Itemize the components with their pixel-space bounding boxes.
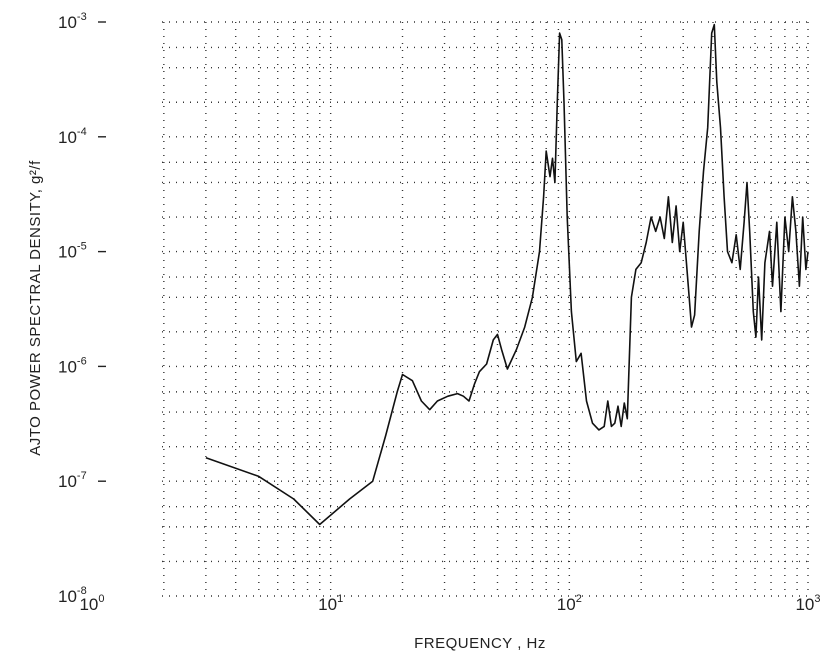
y-tick-label: 10-5 — [58, 241, 87, 262]
series-group — [205, 23, 809, 526]
y-tick-label: 10-6 — [58, 355, 87, 376]
x-tick-labels: 100 101 102 103 — [79, 593, 820, 614]
y-tick-label: 10-4 — [58, 126, 87, 147]
y-tick-label: 10-3 — [58, 11, 87, 32]
y-tick-labels: 10-8 10-7 10-6 10-5 10-4 10-3 — [58, 11, 106, 606]
horizontal-grid — [162, 21, 808, 597]
y-tick-label: 10-8 — [58, 585, 87, 606]
x-tick-label: 102 — [557, 593, 582, 614]
psd-series-line — [205, 23, 809, 526]
x-tick-label: 103 — [795, 593, 820, 614]
y-tick-label: 10-7 — [58, 470, 87, 491]
x-axis-title: FREQUENCY , Hz — [414, 635, 546, 652]
y-axis-title: AJTO POWER SPECTRAL DENSITY, g²/f — [27, 160, 44, 456]
x-tick-label: 101 — [318, 593, 343, 614]
x-tick-label: 100 — [79, 593, 104, 614]
